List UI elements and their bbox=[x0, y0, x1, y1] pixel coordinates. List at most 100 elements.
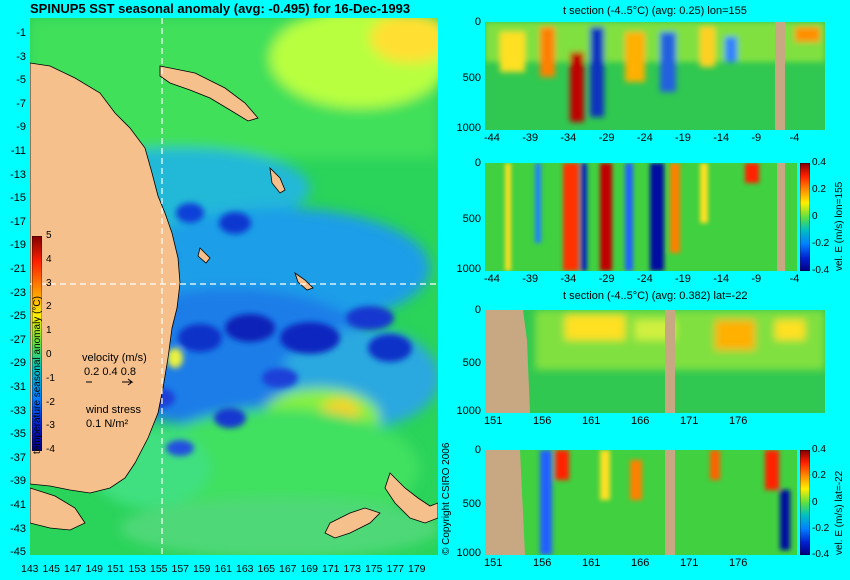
map-colorbar-tick: 0 bbox=[46, 349, 52, 360]
p2-x-tick: -44 bbox=[484, 273, 500, 285]
map-lat-tick: -23 bbox=[10, 286, 26, 299]
p1-x-tick: -14 bbox=[713, 132, 730, 144]
p2-x-tick: -34 bbox=[560, 273, 577, 285]
panel2-velocity-section-lon155 bbox=[485, 163, 797, 271]
p1-x-tick: -24 bbox=[636, 132, 653, 144]
map-colorbar-tick: 5 bbox=[46, 230, 52, 241]
map-lat-tick: -9 bbox=[16, 121, 26, 134]
p3-x-tick: 161 bbox=[582, 415, 601, 427]
panel3-temperature-section-lat-22 bbox=[485, 310, 825, 413]
map-lat-tick: -17 bbox=[10, 215, 26, 228]
map-lon-tick: 163 bbox=[236, 563, 254, 575]
map-lon-tick: 155 bbox=[150, 563, 168, 575]
p3-y-tick: 1000 bbox=[456, 405, 481, 417]
main-title: SPINUP5 SST seasonal anomaly (avg: -0.49… bbox=[30, 1, 411, 16]
p3-x-tick: 171 bbox=[680, 415, 699, 427]
map-colorbar-label: temperature seasonal anomaly (°C) bbox=[32, 296, 43, 454]
p4-x-tick: 161 bbox=[582, 557, 601, 569]
map-lat-tick: -3 bbox=[16, 50, 26, 63]
panel4-colorbar bbox=[800, 450, 810, 555]
p4-y-tick: 500 bbox=[462, 498, 481, 511]
p2-cb-tick: -0.2 bbox=[812, 238, 830, 249]
p1-x-tick: -9 bbox=[751, 132, 762, 144]
map-lat-tick: -19 bbox=[10, 239, 26, 252]
p4-cb-tick: -0.4 bbox=[812, 549, 830, 560]
sst-map-svg bbox=[30, 18, 438, 555]
map-lat-tick: -31 bbox=[10, 381, 26, 393]
panel4-heatmap bbox=[485, 450, 797, 555]
map-lon-tick: 171 bbox=[322, 563, 340, 575]
map-lon-tick: 157 bbox=[171, 563, 190, 575]
map-lat-tick: -1 bbox=[16, 27, 26, 39]
panel4-velocity-section-lat-22 bbox=[485, 450, 797, 555]
map-lat-tick: -41 bbox=[10, 499, 26, 511]
p2-x-tick: -19 bbox=[675, 273, 691, 285]
map-lon-tick: 175 bbox=[365, 563, 383, 575]
map-lon-tick: 165 bbox=[257, 563, 276, 575]
p4-colorbar-label: vel. E (m/s) lat=-22 bbox=[834, 470, 845, 555]
p4-y-tick: 1000 bbox=[456, 547, 481, 559]
map-lon-tick: 161 bbox=[214, 563, 233, 575]
map-colorbar-tick: -4 bbox=[46, 444, 55, 456]
wind-legend-value: 0.1 N/m² bbox=[86, 418, 129, 430]
map-lon-tick: 143 bbox=[21, 563, 39, 575]
map-lon-tick: 169 bbox=[300, 563, 319, 575]
velocity-legend-label: velocity (m/s) bbox=[82, 352, 147, 364]
map-lat-tick: -5 bbox=[16, 74, 26, 87]
p2-x-tick: -39 bbox=[522, 273, 539, 285]
p4-cb-tick: -0.2 bbox=[812, 522, 830, 534]
p2-x-tick: -29 bbox=[598, 273, 615, 285]
p2-x-tick: -4 bbox=[789, 273, 800, 285]
p3-x-tick: 166 bbox=[631, 415, 650, 427]
p4-cb-tick: 0.4 bbox=[812, 444, 826, 455]
p4-x-tick: 171 bbox=[680, 557, 699, 569]
p3-x-tick: 151 bbox=[484, 415, 503, 427]
panel1-heatmap bbox=[485, 22, 825, 130]
map-lon-tick: 153 bbox=[128, 563, 147, 575]
map-colorbar-tick: -2 bbox=[46, 396, 55, 408]
map-lat-tick: -25 bbox=[10, 310, 26, 323]
map-lon-tick: 151 bbox=[107, 563, 125, 575]
map-lat-tick: -7 bbox=[16, 97, 26, 110]
p4-cb-tick: 0 bbox=[812, 496, 818, 508]
map-lat-tick: -39 bbox=[10, 475, 26, 488]
map-lat-tick: -33 bbox=[10, 404, 26, 417]
map-colorbar-tick: -3 bbox=[46, 420, 55, 432]
p2-cb-tick: 0.2 bbox=[812, 184, 826, 195]
p2-x-tick: -9 bbox=[751, 273, 762, 285]
panel1-title: t section (-4..5°C) (avg: 0.25) lon=155 bbox=[563, 5, 747, 17]
map-lat-tick: -43 bbox=[10, 522, 26, 535]
panel2-heatmap bbox=[485, 163, 797, 271]
map-lon-tick: 179 bbox=[408, 563, 426, 575]
p1-x-tick: -39 bbox=[522, 132, 539, 144]
map-lat-tick: -21 bbox=[10, 263, 26, 275]
velocity-legend-arrows bbox=[86, 378, 134, 386]
p4-x-tick: 176 bbox=[729, 557, 748, 569]
map-lat-tick: -37 bbox=[10, 451, 26, 464]
p2-x-tick: -14 bbox=[713, 273, 730, 285]
p2-colorbar-label: vel. E (m/s) lon=155 bbox=[834, 181, 845, 271]
p2-y-tick: 0 bbox=[474, 157, 481, 169]
map-lat-tick: -35 bbox=[10, 428, 26, 441]
p3-y-tick: 0 bbox=[474, 304, 481, 316]
p3-x-tick: 156 bbox=[533, 415, 552, 427]
velocity-legend-values: 0.2 0.4 0.8 bbox=[84, 366, 136, 378]
p4-y-tick: 0 bbox=[474, 444, 481, 456]
p1-x-tick: -4 bbox=[789, 132, 800, 144]
map-lon-tick: 149 bbox=[85, 563, 104, 575]
panel3-heatmap bbox=[485, 310, 825, 413]
sst-anomaly-map bbox=[30, 18, 438, 555]
map-lon-tick: 147 bbox=[64, 563, 82, 575]
wind-legend-label: wind stress bbox=[86, 404, 142, 416]
p1-y-tick: 1000 bbox=[456, 122, 481, 134]
p4-cb-tick: 0.2 bbox=[812, 470, 826, 482]
p2-cb-tick: -0.4 bbox=[812, 265, 830, 276]
p4-x-tick: 151 bbox=[484, 557, 503, 569]
p3-x-tick: 176 bbox=[729, 415, 748, 427]
p2-cb-tick: 0 bbox=[812, 211, 818, 222]
p1-x-tick: -19 bbox=[675, 132, 691, 144]
map-colorbar-tick: 3 bbox=[46, 277, 52, 289]
map-colorbar-tick: 2 bbox=[46, 301, 52, 313]
p1-x-tick: -34 bbox=[560, 132, 577, 144]
map-colorbar bbox=[32, 236, 42, 451]
